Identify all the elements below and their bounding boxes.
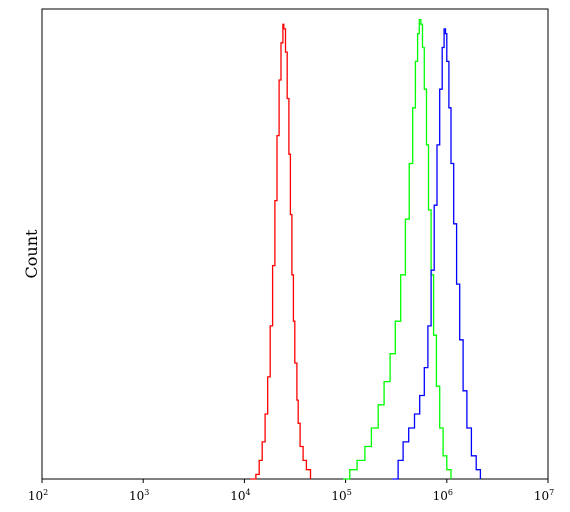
x-tick-label: 103 xyxy=(129,488,149,503)
histogram-line-3 xyxy=(392,28,482,480)
x-tick-label: 107 xyxy=(534,488,554,503)
x-tick-label: 105 xyxy=(331,488,351,503)
histogram-line-2 xyxy=(343,18,452,480)
x-axis-ticks xyxy=(41,479,549,483)
x-axis-tick-labels: 102 103 104 105 106 107 xyxy=(28,488,554,503)
x-tick-label: 102 xyxy=(28,488,48,503)
histogram-line-1 xyxy=(250,23,312,480)
histogram-series xyxy=(250,18,482,480)
y-axis-label: Count xyxy=(22,229,41,278)
x-tick-label: 104 xyxy=(230,488,250,503)
plot-frame xyxy=(41,8,549,480)
x-tick-label: 106 xyxy=(433,488,453,503)
